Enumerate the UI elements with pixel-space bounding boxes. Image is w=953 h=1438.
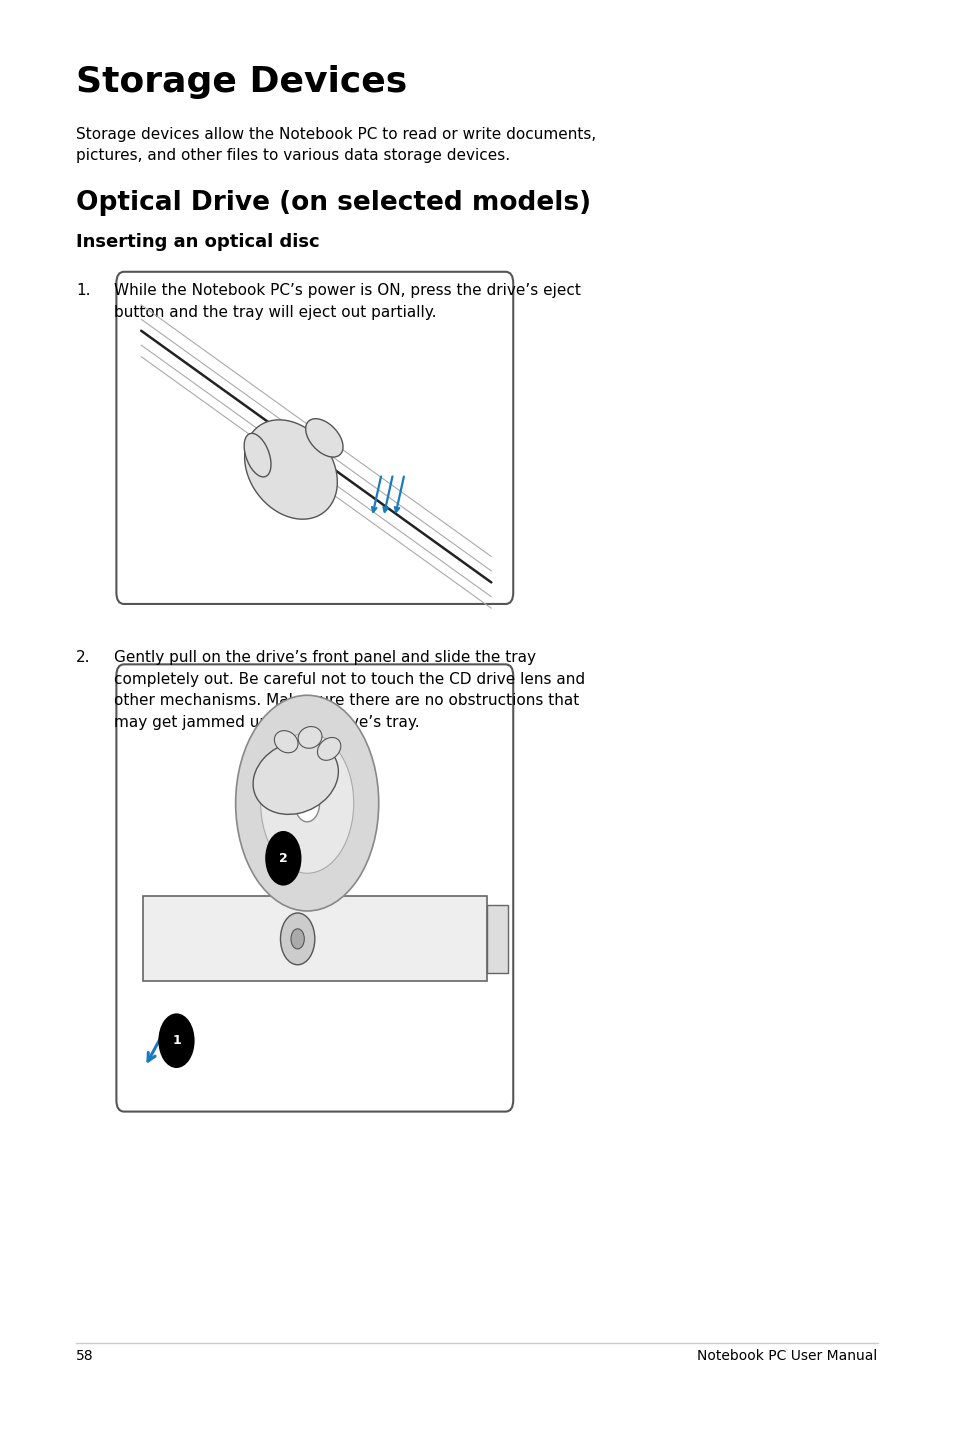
Text: 2: 2 [278,851,288,864]
Text: 2.: 2. [76,650,91,664]
Circle shape [260,733,354,873]
FancyBboxPatch shape [116,664,513,1112]
Ellipse shape [244,420,337,519]
Text: Inserting an optical disc: Inserting an optical disc [76,233,319,252]
Circle shape [158,1014,194,1068]
Ellipse shape [244,433,271,477]
Text: Optical Drive (on selected models): Optical Drive (on selected models) [76,190,591,216]
Circle shape [280,913,314,965]
Ellipse shape [274,731,297,752]
Text: 1.: 1. [76,283,91,298]
Circle shape [291,929,304,949]
Ellipse shape [305,418,343,457]
Ellipse shape [253,741,338,814]
FancyBboxPatch shape [116,272,513,604]
Bar [486,905,507,972]
Text: Notebook PC User Manual: Notebook PC User Manual [697,1349,877,1363]
Bar [143,896,486,981]
Circle shape [235,696,378,912]
Text: 1: 1 [172,1034,181,1047]
Ellipse shape [317,738,340,761]
Text: While the Notebook PC’s power is ON, press the drive’s eject
button and the tray: While the Notebook PC’s power is ON, pre… [114,283,580,319]
Text: Storage Devices: Storage Devices [76,65,407,99]
Text: Gently pull on the drive’s front panel and slide the tray
completely out. Be car: Gently pull on the drive’s front panel a… [114,650,585,729]
Text: Storage devices allow the Notebook PC to read or write documents,
pictures, and : Storage devices allow the Notebook PC to… [76,127,596,162]
Ellipse shape [298,726,321,748]
Circle shape [294,785,319,823]
Circle shape [265,831,301,886]
Text: 58: 58 [76,1349,93,1363]
